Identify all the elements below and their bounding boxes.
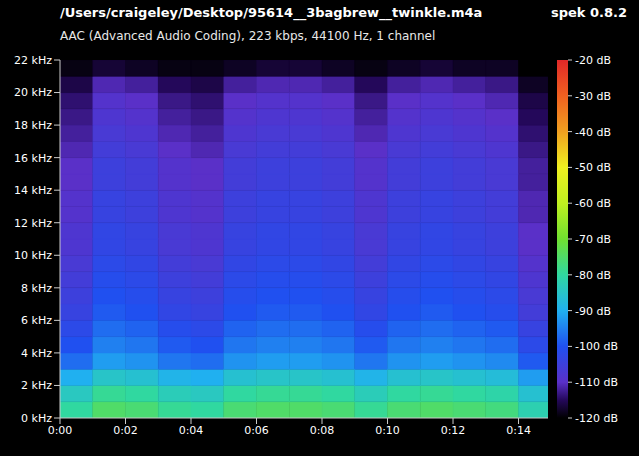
svg-text:18 kHz: 18 kHz — [14, 119, 52, 132]
svg-text:-60 dB: -60 dB — [575, 197, 611, 210]
svg-text:0:04: 0:04 — [179, 424, 204, 437]
html-text:spek 0.8.2: spek 0.8.2 — [551, 5, 627, 20]
svg-text:0:10: 0:10 — [375, 424, 400, 437]
svg-text:2 kHz: 2 kHz — [21, 379, 52, 392]
svg-text:0:02: 0:02 — [113, 424, 138, 437]
svg-text:14 kHz: 14 kHz — [14, 184, 52, 197]
svg-text:-30 dB: -30 dB — [575, 90, 611, 103]
svg-text:0:14: 0:14 — [506, 424, 531, 437]
html-text:AAC (Advanced Audio Coding), 2: AAC (Advanced Audio Coding), 223 kbps, 4… — [60, 29, 436, 43]
svg-text:8 kHz: 8 kHz — [21, 282, 52, 295]
svg-text:6 kHz: 6 kHz — [21, 314, 52, 327]
svg-text:10 kHz: 10 kHz — [14, 249, 52, 262]
svg-text:20 kHz: 20 kHz — [14, 86, 52, 99]
svg-text:4 kHz: 4 kHz — [21, 347, 52, 360]
svg-text:-120 dB: -120 dB — [575, 412, 618, 425]
svg-text:-70 dB: -70 dB — [575, 233, 611, 246]
html-text:/Users/craigeley/Desktop/95614: /Users/craigeley/Desktop/95614__3bagbrew… — [60, 5, 483, 20]
svg-text:12 kHz: 12 kHz — [14, 217, 52, 230]
svg-text:0 kHz: 0 kHz — [21, 412, 52, 425]
svg-text:-100 dB: -100 dB — [575, 340, 618, 353]
svg-text:-40 dB: -40 dB — [575, 126, 611, 139]
svg-text:0:12: 0:12 — [441, 424, 466, 437]
svg-text:0:00: 0:00 — [48, 424, 73, 437]
svg-text:0:08: 0:08 — [310, 424, 335, 437]
svg-text:-50 dB: -50 dB — [575, 161, 611, 174]
svg-text:-110 dB: -110 dB — [575, 376, 618, 389]
svg-text:-20 dB: -20 dB — [575, 54, 611, 67]
svg-text:-90 dB: -90 dB — [575, 305, 611, 318]
svg-text:16 kHz: 16 kHz — [14, 152, 52, 165]
svg-text:-80 dB: -80 dB — [575, 269, 611, 282]
svg-text:0:06: 0:06 — [244, 424, 269, 437]
svg-text:22 kHz: 22 kHz — [14, 54, 52, 67]
